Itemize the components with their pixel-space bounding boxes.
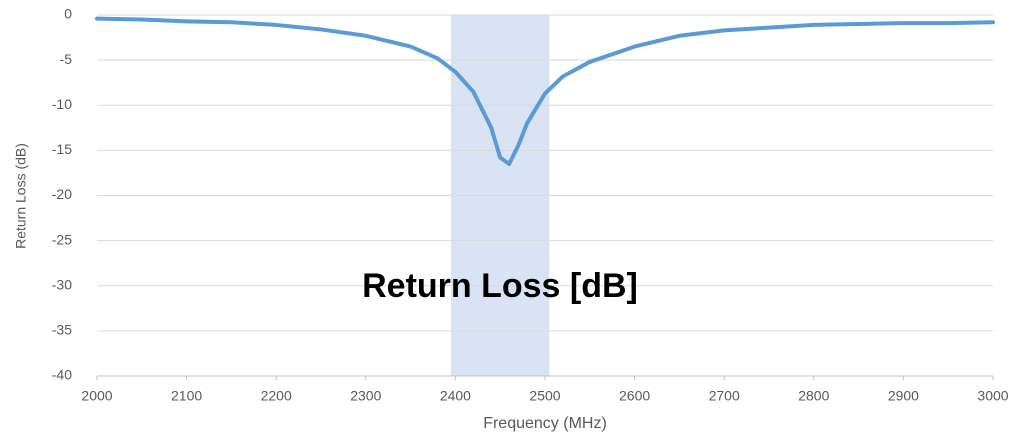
annotation: Return Loss [dB]: [362, 267, 638, 305]
x-tick-label: 2700: [709, 388, 740, 404]
y-tick-label: 0: [64, 6, 72, 22]
x-tick-label: 2600: [619, 388, 650, 404]
y-tick-label: -40: [52, 367, 72, 383]
y-tick-label: -30: [52, 276, 72, 292]
x-tick-label: 2300: [350, 388, 381, 404]
y-axis-label: Return Loss (dB): [13, 143, 29, 249]
plot-background: 0 -5 -10 -15 -20 -25 -30 -35 -40 2000 2100 2200 2300…: [52, 6, 1009, 404]
data-line: [95, 16, 995, 166]
x-tick-label: 2100: [171, 388, 202, 404]
x-tick-label: 2200: [261, 388, 292, 404]
x-tick-label: 2000: [81, 388, 112, 404]
x-axis-label: Frequency (MHz): [483, 415, 607, 432]
y-tick-label: -5: [60, 51, 73, 67]
y-tick-label: -15: [52, 141, 72, 157]
x-tick-label: 2900: [888, 388, 919, 404]
x-tick-label: 2500: [529, 388, 560, 404]
x-tick-label: 3000: [977, 388, 1008, 404]
y-tick-label: -25: [52, 231, 72, 247]
x-tick-label: 2800: [798, 388, 829, 404]
y-tick-label: -20: [52, 186, 72, 202]
y-tick-label: -35: [52, 322, 72, 338]
x-tick-label: 2400: [440, 388, 471, 404]
y-tick-label: -10: [52, 96, 72, 112]
